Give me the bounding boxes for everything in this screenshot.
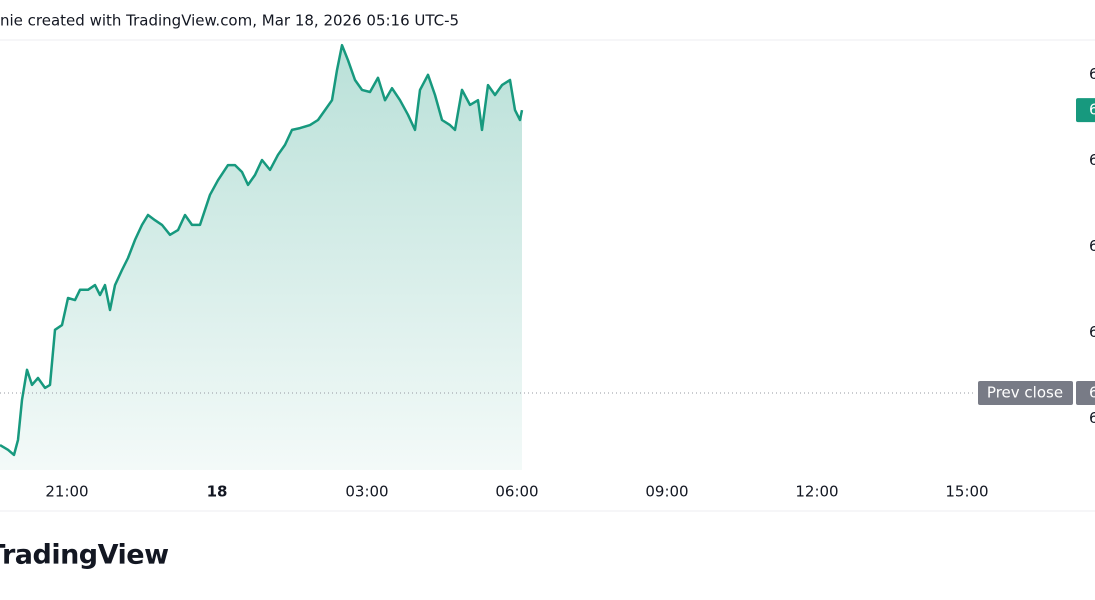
x-tick-label: 18 [207, 483, 228, 501]
prev-close-value: 6 [1089, 384, 1095, 402]
y-tick-label: 6 [1089, 409, 1095, 427]
x-tick-label: 21:00 [45, 483, 88, 501]
x-tick-label: 03:00 [345, 483, 388, 501]
x-tick-label: 15:00 [945, 483, 988, 501]
y-tick-label: 6 [1089, 65, 1095, 83]
prev-close-name: Prev close [987, 384, 1063, 402]
last-price-label: 6 [1089, 101, 1095, 119]
x-tick-label: 06:00 [495, 483, 538, 501]
area-fill [0, 45, 522, 470]
y-tick-label: 6 [1089, 323, 1095, 341]
last-price-tag [1076, 98, 1095, 123]
brand: TradingView [0, 540, 169, 571]
y-tick-label: 6 [1089, 151, 1095, 169]
chart-title: nie created with TradingView.com, Mar 18… [0, 12, 459, 30]
x-tick-label: 12:00 [795, 483, 838, 501]
price-line [0, 43, 524, 457]
y-tick-label: 6 [1089, 237, 1095, 255]
prev-close-tag [978, 381, 1073, 406]
prev-close-value-tag [1076, 381, 1095, 406]
x-tick-label: 09:00 [645, 483, 688, 501]
